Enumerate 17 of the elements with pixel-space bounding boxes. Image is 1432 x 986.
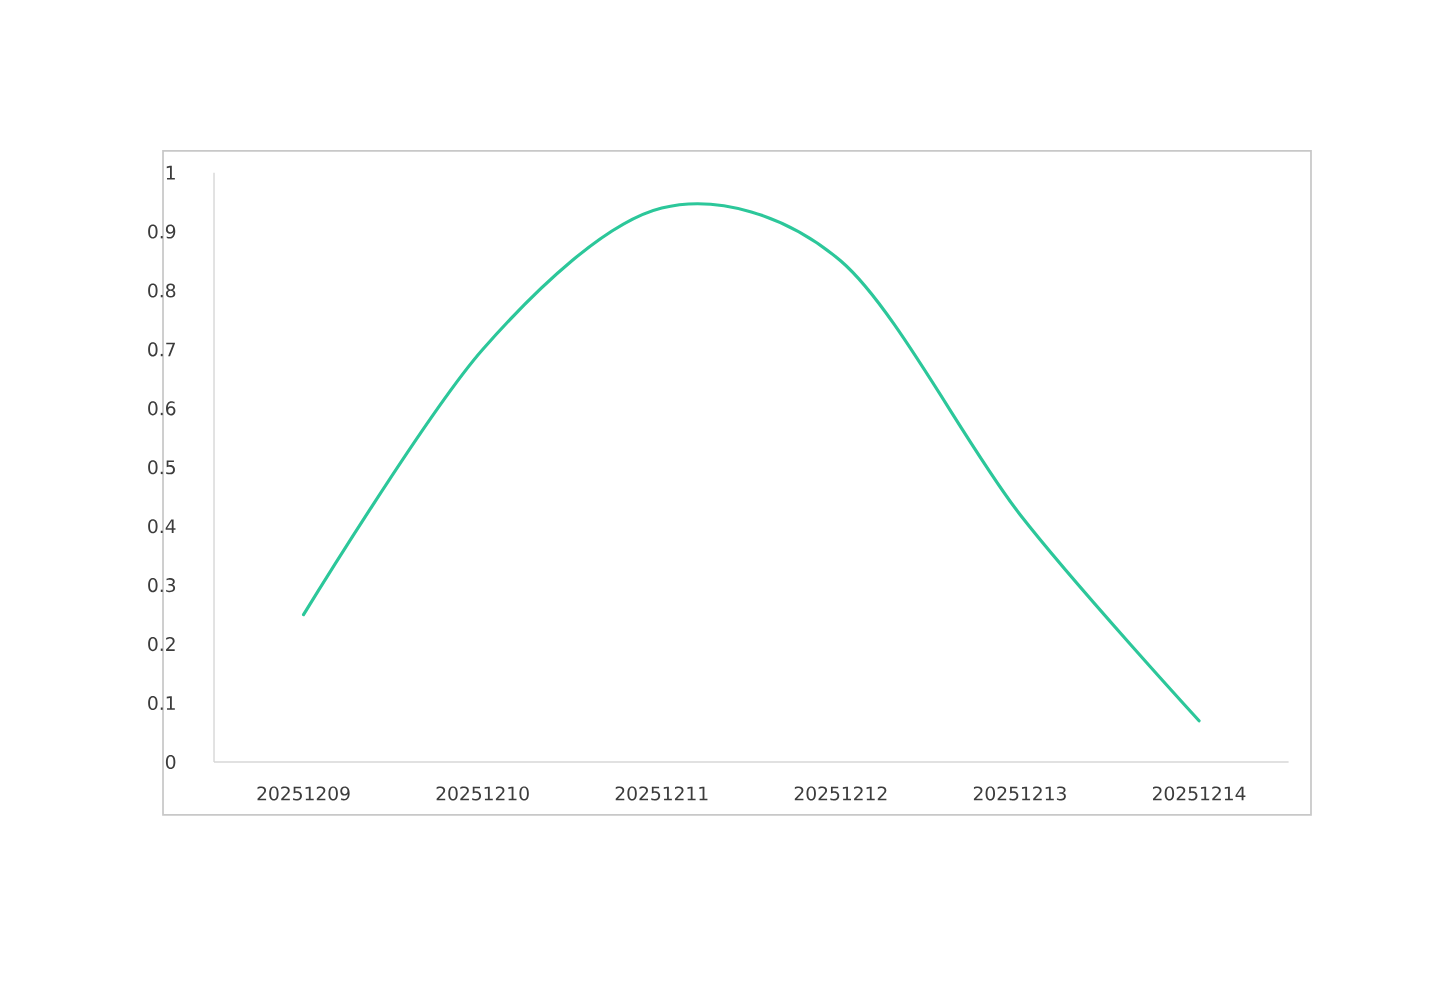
y-tick-label: 0.3 [148, 578, 176, 593]
y-tick-label: 1 [166, 165, 175, 180]
y-tick-label: 0.2 [148, 637, 175, 652]
y-tick-label: 0.5 [148, 460, 175, 475]
x-tick-label: 20251212 [794, 786, 887, 801]
y-tick-label: 0.9 [148, 224, 176, 239]
y-tick-label: 0.8 [148, 283, 176, 298]
x-tick-label: 20251213 [973, 786, 1066, 801]
y-tick-label: 0.6 [148, 401, 176, 416]
y-tick-label: 0 [165, 754, 176, 770]
x-tick-label: 20251209 [257, 786, 350, 801]
y-tick-label: 0.4 [148, 519, 176, 534]
x-tick-label: 20251211 [615, 786, 708, 801]
y-tick-label: 0.1 [148, 695, 175, 711]
x-tick-label: 20251210 [436, 786, 529, 801]
x-tick-label: 20251214 [1153, 786, 1246, 801]
y-tick-label: 0.7 [148, 342, 175, 357]
